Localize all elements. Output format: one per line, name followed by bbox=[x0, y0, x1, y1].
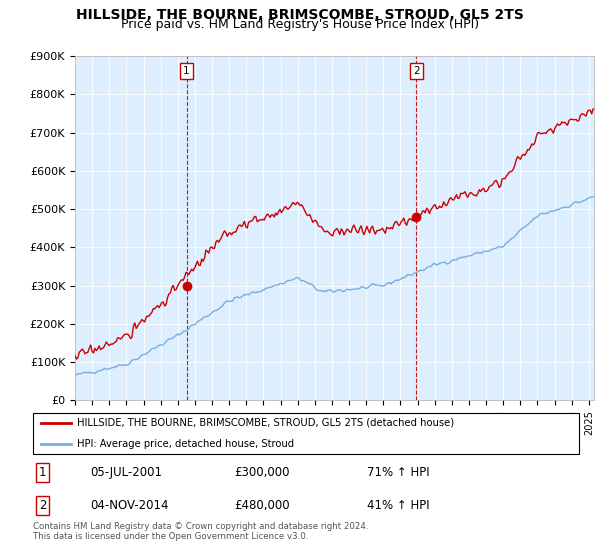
Text: HPI: Average price, detached house, Stroud: HPI: Average price, detached house, Stro… bbox=[77, 439, 294, 449]
FancyBboxPatch shape bbox=[33, 413, 579, 454]
Text: 1: 1 bbox=[39, 465, 46, 479]
Text: 71% ↑ HPI: 71% ↑ HPI bbox=[367, 465, 430, 479]
Text: Contains HM Land Registry data © Crown copyright and database right 2024.
This d: Contains HM Land Registry data © Crown c… bbox=[33, 522, 368, 542]
Text: 04-NOV-2014: 04-NOV-2014 bbox=[91, 498, 169, 512]
Text: £480,000: £480,000 bbox=[234, 498, 290, 512]
Text: 05-JUL-2001: 05-JUL-2001 bbox=[91, 465, 163, 479]
Text: 41% ↑ HPI: 41% ↑ HPI bbox=[367, 498, 430, 512]
Text: Price paid vs. HM Land Registry's House Price Index (HPI): Price paid vs. HM Land Registry's House … bbox=[121, 18, 479, 31]
Text: 1: 1 bbox=[183, 66, 190, 76]
Text: 2: 2 bbox=[39, 498, 46, 512]
Text: 2: 2 bbox=[413, 66, 419, 76]
Text: HILLSIDE, THE BOURNE, BRIMSCOMBE, STROUD, GL5 2TS: HILLSIDE, THE BOURNE, BRIMSCOMBE, STROUD… bbox=[76, 8, 524, 22]
Text: HILLSIDE, THE BOURNE, BRIMSCOMBE, STROUD, GL5 2TS (detached house): HILLSIDE, THE BOURNE, BRIMSCOMBE, STROUD… bbox=[77, 418, 454, 428]
Text: £300,000: £300,000 bbox=[234, 465, 290, 479]
